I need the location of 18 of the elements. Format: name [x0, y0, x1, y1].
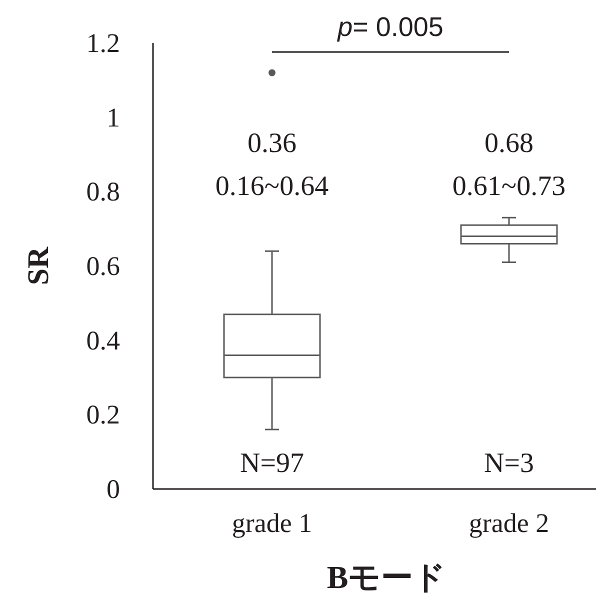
y-tick-label: 1 [106, 102, 120, 132]
annotation: 0.61~0.73 [452, 171, 566, 202]
y-tick-label: 0.8 [86, 176, 120, 207]
annotation: 0.16~0.64 [215, 171, 329, 202]
y-tick-label: 0.6 [86, 251, 120, 281]
x-tick-label: grade 1 [232, 508, 312, 538]
annotation: N=3 [484, 448, 534, 479]
y-axis-title: SR [22, 246, 55, 286]
x-axis-title: Bモード [326, 559, 446, 595]
y-tick-label: 0.2 [86, 400, 120, 430]
x-tick-label: grade 2 [468, 508, 550, 538]
y-tick-label: 1.2 [86, 28, 120, 58]
y-tick-label: 0.4 [86, 325, 120, 356]
annotation: 0.36 [248, 128, 296, 159]
annotation: N=97 [240, 448, 304, 479]
y-tick-label: 0 [106, 474, 120, 504]
annotation: 0.68 [484, 128, 534, 159]
text: p= 0.005 [336, 12, 444, 42]
